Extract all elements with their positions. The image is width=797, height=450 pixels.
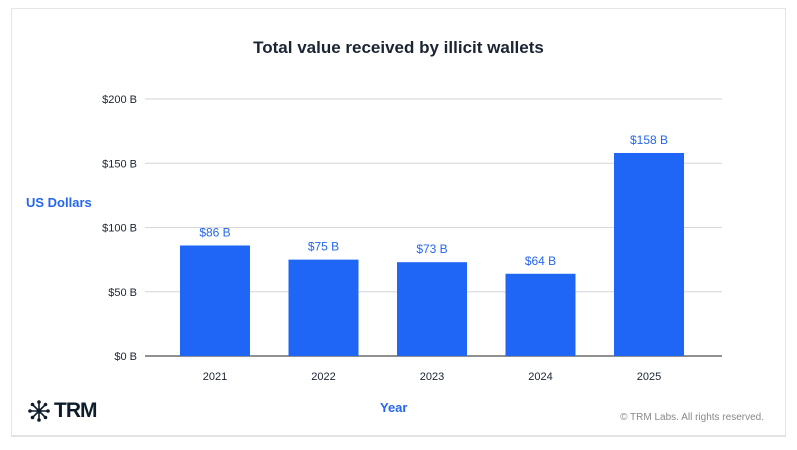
logo-text: TRM — [54, 399, 97, 422]
bar-2022 — [288, 259, 359, 356]
x-tick-label: 2022 — [311, 371, 335, 383]
trm-logo: TRM — [28, 399, 97, 423]
bar-2025 — [614, 152, 684, 356]
data-label: $75 B — [308, 240, 339, 254]
x-tick-label: 2021 — [203, 371, 227, 383]
y-tick-label: $0 B — [114, 351, 137, 363]
y-tick-label: $50 B — [108, 287, 137, 299]
chart-title: Total value received by illicit wallets — [253, 38, 544, 57]
x-tick-label: 2025 — [637, 371, 661, 383]
trm-star-icon — [28, 400, 50, 422]
y-tick-label: $100 B — [102, 223, 137, 235]
bar-2023 — [397, 262, 467, 356]
bar-2024 — [505, 273, 576, 356]
y-axis-label: US Dollars — [26, 195, 92, 210]
x-tick-label: 2024 — [528, 371, 552, 383]
copyright: © TRM Labs. All rights reserved. — [620, 412, 764, 423]
x-tick-label: 2023 — [420, 371, 444, 383]
x-axis-label: Year — [380, 400, 408, 415]
data-label: $86 B — [199, 225, 230, 239]
bar-2021 — [180, 245, 250, 356]
data-label: $73 B — [416, 242, 447, 256]
y-tick-label: $200 B — [102, 94, 137, 106]
y-tick-label: $150 B — [102, 158, 137, 170]
data-label: $158 B — [630, 133, 668, 147]
chart-card — [11, 8, 786, 437]
data-label: $64 B — [525, 254, 556, 268]
